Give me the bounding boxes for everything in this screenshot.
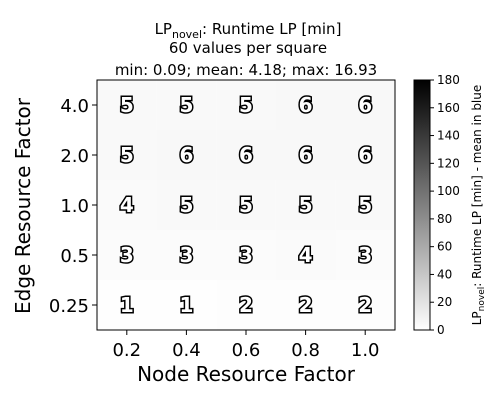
heatmap-cell [216,130,276,180]
colorbar-label-main: LP [470,311,484,325]
cell-value-label: 2 [299,293,313,317]
colorbar-tick-label: 60 [437,240,452,254]
x-tick-label: 1.0 [351,340,380,361]
cell-value-label: 1 [179,293,193,317]
x-axis-ticks: 0.2 0.4 0.6 0.8 1.0 [112,330,380,361]
heatmap-cell [216,230,276,280]
cell-value-label: 3 [358,243,372,267]
cell-value-label: 6 [358,93,372,117]
heatmap-cell [156,280,217,330]
cell-value-label: 4 [120,193,134,217]
cell-value-label: 5 [358,193,372,217]
heatmap-cell [335,280,395,330]
cell-value-label: 1 [120,293,134,317]
colorbar-tick-label: 160 [437,101,460,115]
colorbar-tick-label: 40 [437,267,452,281]
x-axis-label: Node Resource Factor [137,362,356,386]
y-tick-label: 0.5 [60,246,89,267]
cell-value-label: 5 [179,93,193,117]
cell-value-label: 3 [179,243,193,267]
heatmap-cell [156,180,217,230]
y-axis-ticks: 0.25 0.5 1.0 2.0 4.0 [49,96,97,317]
x-tick-label: 0.4 [172,340,201,361]
colorbar-tick-label: 100 [437,184,460,198]
heatmap-cell [335,230,395,280]
cell-value-label: 6 [299,93,313,117]
y-axis-label: Edge Resource Factor [11,97,35,314]
cell-value-label: 3 [239,243,253,267]
cell-value-label: 6 [358,143,372,167]
x-tick-label: 0.6 [232,340,261,361]
cell-value-label: 2 [239,293,253,317]
plot-area: 1 1 2 2 2 3 3 3 4 3 4 5 5 5 5 5 6 6 6 6 5 5 5 6 6 0.2 0.4 0.6 0.8 1.… [49,79,396,361]
heatmap-cell [216,280,276,330]
heatmap-cell [275,230,336,280]
heatmap-cells [97,80,395,330]
cell-value-label: 5 [179,193,193,217]
heatmap-cell [97,130,157,180]
chart-subtitle: 60 values per square [169,39,327,57]
heatmap-cell [156,80,217,130]
colorbar-tick-label: 120 [437,156,460,170]
colorbar-tick-label: 20 [437,295,452,309]
cell-value-label: 6 [239,143,253,167]
y-tick-label: 0.25 [49,296,89,317]
cell-value-label: 2 [358,293,372,317]
colorbar-label-subscript: novel [477,287,487,312]
colorbar-ticks: 0 20 40 60 80 100 120 140 160 180 [430,73,460,337]
heatmap-cell [97,80,157,130]
y-tick-label: 1.0 [60,196,89,217]
heatmap-cell [216,180,276,230]
x-tick-label: 0.8 [291,340,320,361]
colorbar-tick-label: 140 [437,129,460,143]
cell-value-label: 5 [299,193,313,217]
cell-value-label: 4 [299,243,313,267]
heatmap-cell [97,280,157,330]
heatmap-cell-labels: 1 1 2 2 2 3 3 3 4 3 4 5 5 5 5 5 6 6 6 6 5 5 5 6 6 [118,92,373,319]
chart-title: LPnovel: Runtime LP [min] [155,20,342,41]
heatmap-cell [335,80,395,130]
heatmap-cell [335,130,395,180]
title-main: LP [155,20,172,38]
heatmap-cell [97,230,157,280]
heatmap-cell [156,230,217,280]
colorbar-label: LPnovel: Runtime LP [min] - mean in blue [470,85,487,326]
heatmap-cell [275,180,336,230]
y-tick-label: 2.0 [60,146,89,167]
title-rest: : Runtime LP [min] [202,20,341,38]
heatmap-cell [216,80,276,130]
colorbar: 0 20 40 60 80 100 120 140 160 180 LPnovel: Runtim… [413,73,487,337]
chart-stats-line: min: 0.09; mean: 4.18; max: 16.93 [115,61,377,79]
heatmap-cell [156,130,217,180]
cell-value-label: 6 [179,143,193,167]
colorbar-label-rest: : Runtime LP [min] - mean in blue [470,85,484,287]
cell-value-label: 5 [120,143,134,167]
heatmap-cell [275,130,336,180]
heatmap-cell [335,180,395,230]
colorbar-tick-label: 180 [437,73,460,87]
heatmap-cell [275,280,336,330]
heatmap-cell [275,80,336,130]
title-subscript: novel [172,28,202,41]
cell-value-label: 6 [299,143,313,167]
cell-value-label: 5 [120,93,134,117]
colorbar-gradient [413,79,431,331]
y-tick-label: 4.0 [60,96,89,117]
cell-value-label: 3 [120,243,134,267]
cell-value-label: 5 [239,193,253,217]
x-tick-label: 0.2 [112,340,141,361]
colorbar-tick-label: 0 [437,323,445,337]
colorbar-tick-label: 80 [437,212,452,226]
cell-value-label: 5 [239,93,253,117]
heatmap-cell [97,180,157,230]
